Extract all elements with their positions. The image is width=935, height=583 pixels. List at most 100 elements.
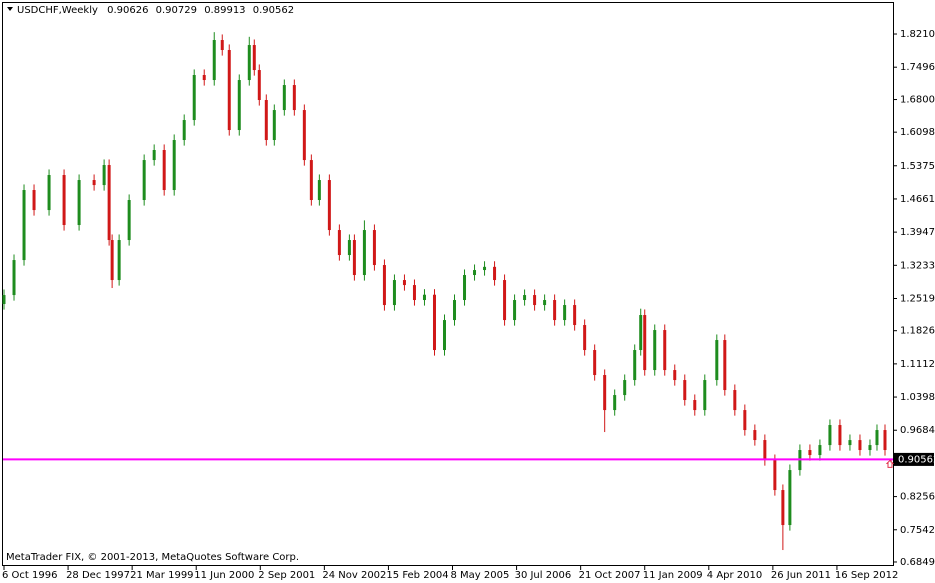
x-tick-label: 11 Jun 2000 [194, 570, 254, 581]
candle-body [110, 240, 114, 281]
candle-body [593, 350, 597, 376]
candle-body [77, 180, 81, 226]
candle-body [663, 330, 667, 371]
candle-body [212, 40, 216, 81]
candle-body [62, 175, 66, 226]
candle-body [653, 330, 657, 371]
candle-body [47, 175, 51, 211]
footer: MetaTrader FIX, © 2001-2013, MetaQuotes … [6, 552, 299, 563]
candle-body [763, 440, 767, 461]
candle-body [337, 230, 341, 256]
candle-body [202, 75, 206, 81]
candle-body [264, 100, 268, 141]
candle-body [818, 445, 822, 456]
y-tick-label: 1.25190 [900, 293, 935, 304]
y-tick-label: 1.32330 [900, 260, 935, 271]
candle-body [142, 160, 146, 201]
candle-body [513, 300, 517, 321]
y-tick-label: 1.68000 [900, 95, 935, 106]
candle-body [723, 340, 727, 391]
symbol: USDCHF,Weekly [17, 5, 98, 16]
candle-body [828, 425, 832, 446]
candle-body [220, 40, 224, 51]
header: USDCHF,Weekly 0.90626 0.90729 0.89913 0.… [17, 5, 294, 16]
low-value: 0.89913 [204, 5, 245, 16]
candles [2, 32, 893, 551]
candle-body [848, 440, 852, 446]
candle-body [152, 150, 156, 161]
candle-body [643, 315, 647, 371]
x-tick-label: 4 Apr 2010 [707, 570, 762, 581]
candle-body [382, 265, 386, 306]
y-tick-label: 1.18260 [900, 326, 935, 337]
candle-body [858, 440, 862, 451]
candle-body [753, 430, 757, 441]
candle-body [309, 160, 313, 201]
candle-body [533, 295, 537, 306]
candle-body [639, 315, 643, 351]
high-value: 0.90729 [156, 5, 197, 16]
candle-body [162, 150, 166, 191]
x-tick-label: 26 Jun 2011 [771, 570, 831, 581]
candle-body [703, 380, 707, 411]
candle-body [623, 380, 627, 396]
y-tick-label: 1.11120 [900, 359, 935, 370]
y-tick-label: 1.60980 [900, 127, 935, 138]
candle-body [733, 390, 737, 411]
x-tick-label: 21 Mar 1999 [130, 570, 193, 581]
candle-body [523, 295, 527, 301]
candle-body [302, 110, 306, 161]
candle-body [272, 110, 276, 141]
close-value: 0.90562 [253, 5, 294, 16]
x-tick-label: 28 Dec 1997 [66, 570, 130, 581]
candle-body [247, 45, 251, 81]
candle-body [543, 300, 547, 306]
candle-body [838, 425, 842, 446]
x-tick-label: 11 Jan 2009 [643, 570, 703, 581]
x-tick-label: 2 Sep 2001 [258, 570, 315, 581]
candle-body [402, 280, 406, 286]
candle-body [453, 300, 457, 321]
candle-body [182, 120, 186, 141]
candle-body [392, 280, 396, 306]
candle-body [563, 305, 567, 321]
x-tick-label: 8 May 2005 [451, 570, 510, 581]
candle-body [2, 295, 6, 305]
candle-body [352, 240, 356, 276]
candle-body [493, 266, 497, 281]
x-tick-label: 21 Oct 2007 [579, 570, 641, 581]
candle-body [673, 370, 677, 381]
candle-body [883, 430, 887, 451]
candle-body [432, 294, 436, 351]
candle-body [362, 230, 366, 276]
candle-body [553, 300, 557, 321]
candle-body [257, 70, 261, 101]
candle-body [781, 490, 785, 526]
candle-body [422, 294, 426, 301]
candle-body [292, 85, 296, 111]
candle-body [12, 260, 16, 296]
y-tick-label: 1.74960 [900, 62, 935, 73]
y-tick-label: 0.68490 [900, 557, 935, 568]
candle-body [743, 410, 747, 431]
y-tick-label: 1.82100 [900, 29, 935, 40]
candle-body [172, 140, 176, 191]
candle-body [503, 280, 507, 321]
price-label: 0.90562 [898, 454, 935, 465]
candle-body [693, 400, 697, 411]
candle-body [603, 375, 607, 411]
candle-body [347, 240, 351, 256]
candle-body [127, 200, 131, 241]
x-tick-label: 6 Oct 1996 [2, 570, 57, 581]
candle-body [22, 190, 26, 261]
candle-body [875, 430, 879, 446]
candle-body [868, 445, 872, 451]
x-tick-label: 16 Sep 2012 [835, 570, 898, 581]
candle-body [32, 190, 36, 211]
candle-body [327, 180, 331, 231]
plot-frame [2, 2, 894, 566]
